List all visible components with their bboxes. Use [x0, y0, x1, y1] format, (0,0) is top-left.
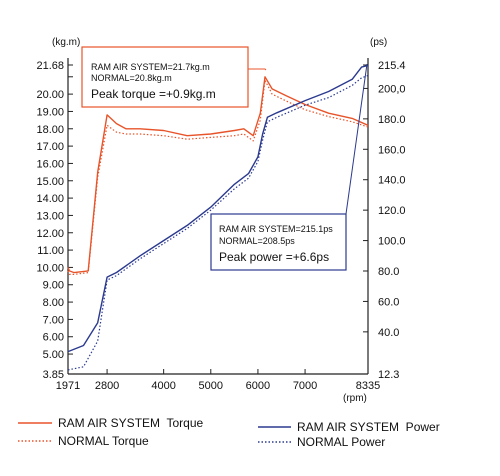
torque-callout-box	[81, 46, 249, 108]
left-tick-label: 12.00	[36, 228, 64, 240]
legend-label-ram-torque: RAM AIR SYSTEM Torque	[58, 416, 203, 430]
left-tick-label: 9.00	[43, 280, 64, 292]
legend-label-ram-power: RAM AIR SYSTEM Power	[297, 420, 440, 434]
right-tick-label: 215.4	[378, 60, 406, 72]
x-tick-label: 4000	[151, 380, 175, 392]
right-tick-label: 160.0	[378, 144, 406, 156]
right-tick-label: 100.0	[378, 236, 406, 248]
left-tick-label: 15.00	[36, 176, 64, 188]
left-tick-label: 11.00	[37, 245, 64, 257]
series-ram-air-torque	[67, 76, 369, 274]
power-callout: RAM AIR SYSTEM=215.1ps NORMAL=208.5ps Pe…	[210, 63, 368, 271]
torque-callout-line3: Peak torque =+0.9kg.m	[91, 87, 216, 101]
left-tick-label: 17.00	[36, 141, 64, 153]
right-tick-label: 60.0	[378, 296, 399, 308]
right-tick-label: 12.3	[378, 369, 399, 381]
right-axis-ticks: 215.4 200,0 180.0 160.0 140.0 120.0 100.0 80.0 6…	[363, 60, 406, 381]
torque-callout: RAM AIR SYSTEM=21.7kg.m NORMAL=20.8kg.m …	[81, 46, 267, 108]
left-tick-label: 7.00	[43, 314, 64, 326]
left-tick-label: 6.00	[43, 332, 64, 344]
legend: RAM AIR SYSTEM Torque NORMAL Torque RAM …	[18, 416, 440, 449]
x-tick-label: 1971	[56, 380, 80, 392]
series-normal-torque	[67, 79, 369, 275]
right-tick-label: 40.0	[378, 327, 399, 339]
left-tick-label: 3.85	[43, 369, 64, 381]
x-tick-label: 7000	[293, 380, 317, 392]
torque-callout-leader	[246, 68, 267, 71]
legend-label-normal-torque: NORMAL Torque	[58, 434, 149, 448]
axes	[67, 58, 369, 375]
left-tick-label: 20.00	[36, 89, 64, 101]
series-normal-power	[67, 74, 369, 371]
left-tick-label: 5.00	[43, 349, 64, 361]
legend-label-normal-power: NORMAL Power	[297, 435, 385, 449]
left-axis-unit: (kg.m)	[52, 37, 80, 48]
power-callout-line1: RAM AIR SYSTEM=215.1ps	[219, 224, 333, 234]
x-tick-label: 5000	[199, 380, 223, 392]
torque-callout-line2: NORMAL=20.8kg.m	[91, 73, 172, 83]
left-tick-label: 14.00	[36, 193, 64, 205]
series-ram-air-power	[67, 64, 369, 353]
right-tick-label: 140.0	[378, 175, 406, 187]
x-axis-ticks: 1971 2800 4000 5000 6000 7000 8335	[56, 369, 380, 392]
right-axis-unit: (ps)	[370, 37, 387, 48]
power-callout-line3: Peak power =+6.6ps	[219, 250, 329, 264]
left-tick-label: 19.00	[36, 106, 64, 118]
x-tick-label: 8335	[356, 380, 380, 392]
left-tick-label: 13.00	[36, 210, 64, 222]
right-tick-label: 80.0	[378, 266, 399, 278]
left-tick-label: 8.00	[43, 297, 64, 309]
x-tick-label: 6000	[246, 380, 270, 392]
x-axis-unit: (rpm)	[343, 393, 367, 404]
right-tick-label: 180.0	[378, 114, 406, 126]
x-tick-label: 2800	[95, 380, 119, 392]
left-tick-label: 16.00	[36, 158, 64, 170]
right-tick-label: 120.0	[378, 205, 406, 217]
left-tick-label: 10.00	[36, 262, 64, 274]
left-tick-label: 18.00	[36, 124, 64, 136]
left-axis-ticks: 21.68 20.00 19.00 18.00 17.00 16.00 15.00 14.00…	[36, 60, 73, 381]
torque-callout-line1: RAM AIR SYSTEM=21.7kg.m	[91, 62, 210, 72]
power-callout-line2: NORMAL=208.5ps	[219, 236, 295, 246]
right-tick-label: 200,0	[378, 83, 406, 95]
power-callout-leader	[345, 63, 368, 215]
left-tick-label: 21.68	[36, 60, 64, 72]
series-layer	[67, 64, 369, 371]
power-callout-box	[210, 213, 347, 271]
